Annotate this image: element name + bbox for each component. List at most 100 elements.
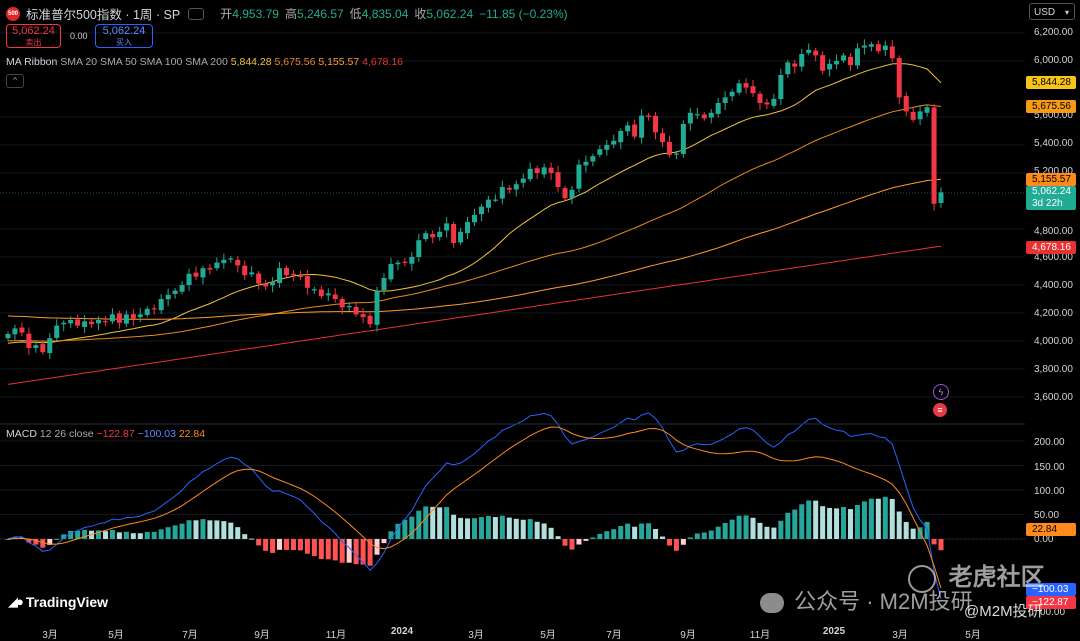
- tradingview-logo[interactable]: ◢● TradingView: [8, 594, 108, 610]
- candle-body: [827, 63, 833, 70]
- macd-histogram-bar: [492, 517, 498, 539]
- sell-button[interactable]: 5,062.24 卖出: [6, 24, 61, 48]
- symbol-header: 500 标准普尔500指数 · 1周 · SP 开 4,953.79 高 5,246…: [6, 4, 568, 23]
- macd-histogram-bar: [61, 534, 67, 539]
- candle-body: [304, 276, 310, 288]
- buy-button[interactable]: 5,062.24 买入: [95, 24, 153, 48]
- signal-line: [7, 426, 942, 589]
- low-label: 低: [349, 7, 362, 21]
- macd-histogram-bar: [743, 515, 749, 539]
- candle-body: [458, 231, 464, 243]
- lightning-icon[interactable]: ϟ: [933, 384, 949, 400]
- candle-body: [903, 96, 909, 112]
- candle-body: [367, 315, 373, 325]
- macd-histogram-bar: [659, 536, 665, 539]
- macd-histogram-bar: [277, 539, 283, 550]
- macd-histogram-bar: [875, 498, 881, 539]
- macd-tick: 150.00: [1034, 462, 1065, 473]
- macd-histogram-bar: [854, 505, 860, 539]
- candle-body: [548, 167, 554, 173]
- macd-legend[interactable]: MACD 12 26 close −122.87 −100.03 22.84: [6, 428, 205, 440]
- macd-histogram-bar: [708, 530, 714, 539]
- macd-histogram-bar: [137, 533, 143, 539]
- candle-body: [228, 258, 234, 260]
- collapse-indicators-button[interactable]: ^: [6, 74, 24, 88]
- macd-histogram-bar: [402, 519, 408, 539]
- macd-tick: 200.00: [1034, 437, 1065, 448]
- close-label: 收: [414, 7, 427, 21]
- macd-histogram-bar: [96, 530, 102, 539]
- ma-ribbon-name: MA Ribbon: [6, 56, 58, 68]
- candle-body: [297, 275, 303, 277]
- moving-averages: [7, 63, 942, 385]
- macd-histogram-bar: [666, 539, 672, 546]
- price-tick: 4,800.00: [1034, 226, 1073, 237]
- macd-histogram-bar: [792, 509, 798, 539]
- handle-watermark: @M2M投研: [964, 603, 1043, 620]
- candle-body: [221, 259, 227, 264]
- price-tick: 5,600.00: [1034, 110, 1073, 121]
- candle-body: [478, 206, 484, 215]
- macd-histogram-bar: [207, 520, 213, 539]
- macd-histogram-bar: [917, 527, 923, 539]
- candle-body: [666, 141, 672, 155]
- candle-body: [242, 265, 248, 276]
- macd-histogram-bar: [339, 539, 345, 563]
- candle-body: [123, 314, 129, 324]
- macd-histogram-bar: [506, 517, 512, 539]
- high-label: 高: [284, 7, 297, 21]
- macd-histogram-bar: [611, 529, 617, 539]
- macd-histogram-bar: [478, 517, 484, 539]
- last-price-tag: 5,062.24 3d 22h: [1026, 186, 1076, 210]
- macd-histogram-bar: [200, 519, 206, 539]
- candle-body: [96, 320, 102, 324]
- currency-select[interactable]: USD ▾: [1029, 3, 1075, 20]
- macd-histogram-bar: [332, 539, 338, 561]
- macd-histogram-bar: [834, 508, 840, 539]
- symbol-menu-icon[interactable]: [188, 7, 205, 20]
- candle-body: [896, 57, 902, 98]
- macd-histogram-bar: [485, 515, 491, 539]
- time-tick: 11月: [749, 630, 771, 641]
- candle-body: [778, 75, 784, 100]
- macd-legend-value: −122.87: [96, 428, 135, 440]
- candle-body: [12, 328, 18, 335]
- sma50-price-tag: 5,675.56: [1026, 100, 1076, 113]
- candle-body: [506, 187, 512, 190]
- currency-label: USD: [1034, 7, 1056, 18]
- us-flag-icon[interactable]: ≡: [933, 403, 947, 417]
- sma100-legend-value: 5,155.57: [318, 56, 360, 68]
- candle-body: [499, 187, 505, 199]
- candle-body: [200, 268, 206, 278]
- symbol-title[interactable]: 标准普尔500指数 · 1周 · SP: [26, 8, 181, 22]
- candle-body: [416, 240, 422, 257]
- hist-legend-value: 22.84: [178, 428, 206, 440]
- bar-countdown: 3d 22h: [1032, 198, 1063, 209]
- macd-histogram-bar: [284, 539, 290, 550]
- candles: [5, 39, 944, 359]
- macd-histogram-bar: [249, 538, 255, 540]
- macd-histogram-bar: [172, 525, 178, 539]
- ma-ribbon-legend[interactable]: MA Ribbon SMA 20 SMA 50 SMA 100 SMA 200 …: [6, 56, 403, 68]
- candle-body: [82, 321, 88, 327]
- candle-body: [33, 345, 39, 348]
- candle-body: [701, 114, 707, 119]
- candle-body: [625, 125, 631, 132]
- macd-histogram-bar: [778, 520, 784, 539]
- sp500-logo: 500: [6, 6, 20, 21]
- macd-histogram-bar: [130, 533, 136, 539]
- chevron-down-icon: ▾: [1064, 8, 1069, 17]
- macd-histogram-bar: [214, 520, 220, 539]
- candle-body: [471, 215, 478, 223]
- price-tick: 6,200.00: [1034, 27, 1073, 38]
- price-tick: 4,000.00: [1034, 336, 1073, 347]
- candle-body: [19, 327, 25, 333]
- branding-text: TradingView: [25, 594, 109, 610]
- macd-histogram-bar: [903, 521, 909, 539]
- time-tick: 7月: [182, 630, 198, 641]
- candle-body: [249, 272, 255, 275]
- candle-body: [68, 320, 74, 324]
- macd-histogram-bar: [931, 539, 937, 545]
- time-tick: 3月: [468, 630, 484, 641]
